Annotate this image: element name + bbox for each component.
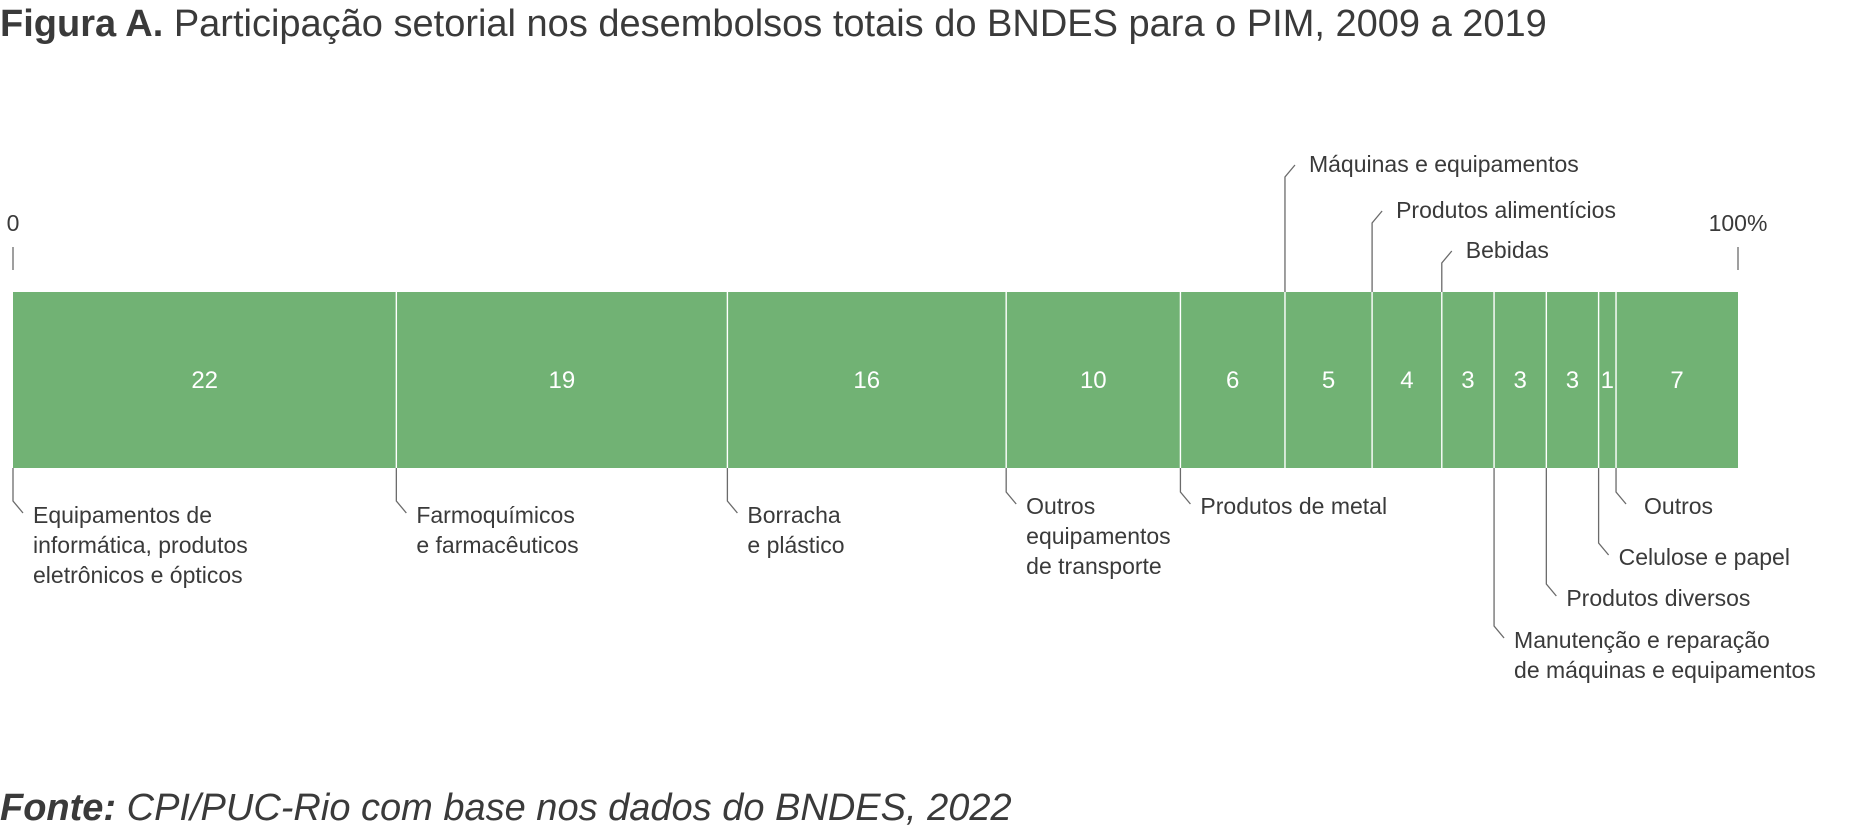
bar-segment — [1598, 292, 1617, 468]
value-label: 6 — [1226, 367, 1239, 394]
category-label: Outros — [1644, 493, 1713, 519]
bar-segment — [1284, 292, 1373, 468]
value-label: 16 — [853, 367, 880, 394]
leader-line — [1615, 468, 1627, 505]
category-label: Borracha e plástico — [747, 502, 844, 558]
bar-segment — [1372, 292, 1442, 468]
leader-line — [1284, 164, 1296, 292]
label-layer: Equipamentos de informática, produtos elet… — [12, 151, 1816, 683]
leader-line — [1597, 468, 1610, 556]
category-label: Manutenção e reparação de máquinas e equi… — [1514, 627, 1816, 683]
bar-segment — [396, 292, 728, 468]
bar-segment — [13, 292, 397, 468]
bar-layer: 22 19 16 10 6 5 4 3 3 3 1 7 — [13, 292, 1738, 468]
source-label: Fonte: — [0, 787, 117, 829]
bar-segment — [1546, 292, 1599, 468]
value-label: 1 — [1601, 367, 1614, 394]
category-label: Produtos diversos — [1566, 585, 1750, 611]
leader-line — [12, 468, 24, 514]
bar-segment — [727, 292, 1007, 468]
axis-layer: 0 100% — [7, 210, 1768, 270]
category-label: Farmoquímicos e farmacêuticos — [416, 502, 578, 558]
value-label: 22 — [191, 367, 218, 394]
bar-segment — [1441, 292, 1495, 468]
bar-segment — [1616, 292, 1738, 468]
category-label: Bebidas — [1466, 237, 1549, 263]
category-label: Outros equipamentos de transporte — [1026, 493, 1171, 579]
value-label: 19 — [549, 367, 576, 394]
stacked-bar-chart: 0 100% 22 19 16 10 6 5 4 3 3 3 1 7 Equipamentos de in… — [7, 151, 1816, 683]
bar-segment — [1006, 292, 1181, 468]
bar-segment — [1180, 292, 1285, 468]
leader-line — [1493, 468, 1505, 639]
axis-min-label: 0 — [7, 210, 20, 236]
value-label: 3 — [1566, 367, 1579, 394]
leader-line — [1441, 250, 1453, 292]
category-label: Produtos alimentícios — [1396, 197, 1616, 223]
title-text: Participação setorial nos desembolsos to… — [173, 3, 1547, 45]
leader-line — [1545, 468, 1557, 597]
chart-title: Figura A. Participação setorial nos dese… — [0, 2, 1547, 46]
value-label: 3 — [1514, 367, 1527, 394]
bar-segment — [1494, 292, 1547, 468]
value-label: 7 — [1670, 367, 1683, 394]
category-label: Máquinas e equipamentos — [1309, 151, 1579, 177]
category-label: Celulose e papel — [1619, 544, 1790, 570]
axis-max-label: 100% — [1709, 210, 1768, 236]
leader-line — [726, 468, 738, 514]
leader-line — [1005, 468, 1017, 505]
category-label: Equipamentos de informática, produtos elet… — [33, 502, 248, 588]
value-label: 10 — [1080, 367, 1107, 394]
source-text: CPI/PUC-Rio com base nos dados do BNDES,… — [126, 787, 1012, 829]
value-label: 4 — [1400, 367, 1413, 394]
leader-line — [1371, 210, 1383, 292]
value-label: 3 — [1461, 367, 1474, 394]
value-label: 5 — [1322, 367, 1335, 394]
source-note: Fonte: CPI/PUC-Rio com base nos dados do… — [0, 786, 1012, 830]
leader-line — [395, 468, 407, 514]
leader-line — [1179, 468, 1191, 505]
figure-label: Figura A. — [0, 3, 164, 45]
category-label: Produtos de metal — [1200, 493, 1387, 519]
